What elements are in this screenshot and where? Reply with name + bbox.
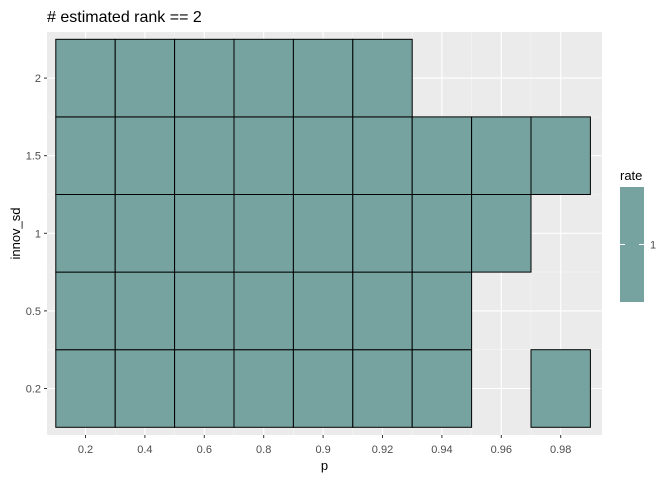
x-axis-ticks: 0.2 0.4 0.6 0.8 0.9 0.92 0.94 0.96 0.98 <box>78 435 571 456</box>
heatmap-cell <box>114 194 176 273</box>
heatmap-cell <box>292 349 354 428</box>
heatmap-cell <box>55 116 116 195</box>
x-tick-label: 0.6 <box>197 444 212 456</box>
heatmap-cell <box>55 38 116 118</box>
heatmap-cell <box>55 349 116 428</box>
legend: rate 1 <box>620 168 656 302</box>
chart-title: # estimated rank == 2 <box>47 9 202 26</box>
heatmap-cell <box>174 38 235 118</box>
heatmap-cell <box>471 194 532 273</box>
heatmap-cells <box>55 38 591 428</box>
y-tick-label: 1.5 <box>26 151 41 163</box>
legend-tick-label: 1 <box>650 240 656 252</box>
legend-title: rate <box>620 168 642 183</box>
x-tick-label: 0.2 <box>78 444 93 456</box>
x-axis-label: p <box>321 458 328 473</box>
heatmap-cell <box>530 116 591 195</box>
heatmap-cell <box>411 271 473 351</box>
heatmap-cell <box>114 271 176 351</box>
heatmap-cell <box>174 271 235 351</box>
heatmap-cell <box>530 349 591 428</box>
x-tick-label: 0.9 <box>315 444 330 456</box>
heatmap-cell <box>174 116 235 195</box>
x-tick-label: 0.92 <box>372 444 393 456</box>
x-tick-label: 0.94 <box>431 444 452 456</box>
heatmap-cell <box>233 271 294 351</box>
heatmap-cell <box>233 116 294 195</box>
y-tick-label: 2 <box>35 73 41 85</box>
heatmap-cell <box>411 349 473 428</box>
y-tick-label: 0.5 <box>26 306 41 318</box>
heatmap-cell <box>55 194 116 273</box>
heatmap-cell <box>114 116 176 195</box>
y-tick-label: 0.2 <box>26 384 41 396</box>
heatmap-cell <box>233 194 294 273</box>
heatmap-cell <box>114 38 176 118</box>
heatmap-cell <box>352 349 413 428</box>
x-tick-label: 0.96 <box>491 444 512 456</box>
heatmap-cell <box>174 194 235 273</box>
x-tick-label: 0.8 <box>256 444 271 456</box>
y-tick-label: 1 <box>35 228 41 240</box>
x-tick-label: 0.98 <box>550 444 571 456</box>
y-axis-label: innov_sd <box>8 207 23 259</box>
heatmap-cell <box>292 271 354 351</box>
x-tick-label: 0.4 <box>137 444 152 456</box>
heatmap-cell <box>352 38 413 118</box>
heatmap-cell <box>114 349 176 428</box>
heatmap-cell <box>411 194 473 273</box>
heatmap-cell <box>292 116 354 195</box>
y-axis-ticks: 0.2 0.5 1 1.5 2 <box>26 73 47 396</box>
heatmap-cell <box>352 271 413 351</box>
heatmap-cell <box>292 38 354 118</box>
heatmap-cell <box>174 349 235 428</box>
heatmap-cell <box>233 38 294 118</box>
heatmap-cell <box>352 116 413 195</box>
heatmap-cell <box>411 116 473 195</box>
heatmap-cell <box>352 194 413 273</box>
heatmap-cell <box>55 271 116 351</box>
legend-ticks: 1 <box>620 240 656 252</box>
heatmap-cell <box>292 194 354 273</box>
heatmap-cell <box>471 116 532 195</box>
heatmap-cell <box>233 349 294 428</box>
